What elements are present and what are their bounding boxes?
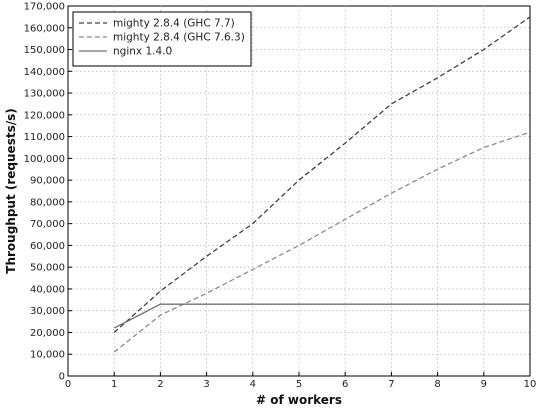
y-tick-label: 100,000 [24,154,65,165]
y-tick-label: 140,000 [24,67,65,78]
x-tick-label: 5 [296,379,302,390]
x-tick-label: 6 [342,379,348,390]
y-tick-label: 40,000 [30,284,65,295]
legend-box [72,11,252,67]
y-tick-label: 0 [59,372,65,383]
x-tick-label: 1 [111,379,117,390]
y-tick-label: 110,000 [24,132,65,143]
series-line-1 [113,16,531,333]
x-tick-label: 10 [524,379,537,390]
legend-label: nginx 1.4.0 [113,46,172,58]
x-tick-label: 8 [434,379,440,390]
series-layer [113,16,531,353]
y-tick-label: 170,000 [24,2,65,13]
y-tick-label: 90,000 [30,176,65,187]
y-axis-title: Throughput (requests/s) [4,108,18,273]
x-axis-title: # of workers [256,393,342,407]
x-tick-label: 7 [388,379,394,390]
y-tick-label: 70,000 [30,219,65,230]
y-tick-label: 130,000 [24,89,65,100]
y-tick-label: 150,000 [24,45,65,56]
series-line-3 [113,303,530,329]
y-tick-label: 60,000 [30,241,65,252]
y-tick-label: 20,000 [30,328,65,339]
axes: 0 10,000 20,000 30,000 40,000 50,000 60,000 70,… [24,2,537,391]
x-tick-label: 9 [481,379,487,390]
y-tick-label: 120,000 [24,110,65,121]
y-tick-label: 80,000 [30,197,65,208]
x-tick-label: 3 [203,379,209,390]
x-tick-label: 2 [157,379,163,390]
legend-label: mighty 2.8.4 (GHC 7.7) [113,18,235,30]
y-tick-label: 160,000 [24,23,65,34]
y-tick-label: 50,000 [30,263,65,274]
legend-label: mighty 2.8.4 (GHC 7.6.3) [113,32,245,44]
y-tick-label: 30,000 [30,306,65,317]
legend: mighty 2.8.4 (GHC 7.7) mighty 2.8.4 (GHC … [72,11,252,67]
y-tick-label: 10,000 [30,350,65,361]
x-tick-label: 4 [250,379,256,390]
x-tick-label: 0 [65,379,71,390]
